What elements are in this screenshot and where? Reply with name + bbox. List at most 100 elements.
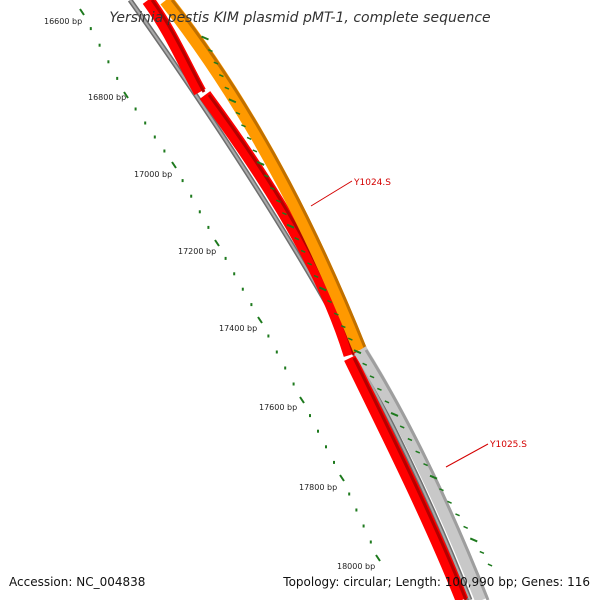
cds-feature-1 [142,0,206,96]
outer-tick-minor [224,86,230,90]
outer-tick-minor [487,563,493,567]
outer-tick-minor [384,400,390,404]
tick-minor [284,366,287,370]
tick-major [257,316,263,324]
outer-tick-minor [235,111,241,115]
gene-label-text-y1024s: Y1024.S [353,178,391,188]
outer-tick-major [390,412,399,417]
tick-major [214,239,220,247]
tick-minor [107,60,110,64]
tick-minor [163,149,166,153]
outer-tick-minor [415,450,421,454]
tick-major [79,8,85,16]
outer-tick-minor [246,136,252,140]
tick-label: 17600 bp [259,403,297,412]
tick-minor [207,225,210,229]
outer-tick-major [353,349,362,355]
outer-tick-minor [300,249,306,253]
outer-tick-minor [333,312,339,316]
outer-tick-major [228,98,237,104]
tick-label: 17400 bp [219,324,257,333]
tick-minor [250,303,253,307]
outer-tick-minor [313,274,319,278]
tick-label: 18000 bp [337,562,375,571]
outer-tick-minor [347,337,353,341]
accession-text: Accession: NC_004838 [9,575,145,589]
tick-label: 16600 bp [44,17,82,26]
outer-tick-minor [307,262,312,266]
tick-label: 17200 bp [178,247,216,256]
outer-tick-minor [282,212,287,216]
tick-ruler [79,8,381,562]
gene-y1025s [354,346,489,600]
tick-label: 17000 bp [134,170,172,179]
outer-tick-minor [463,525,469,529]
outer-tick-minor [447,500,452,504]
outer-tick-minor [377,387,382,391]
outer-tick-minor [294,237,300,241]
tick-minor [134,107,137,111]
tick-major [123,91,129,99]
tick-minor [98,43,101,47]
leader-line-y1024s [310,180,353,207]
map-title: Yersinia pestis KIM plasmid pMT-1, compl… [109,10,490,26]
tick-minor [309,414,311,418]
outer-tick-minor [213,61,219,65]
tick-minor [116,76,119,80]
tick-ruler-right [201,35,493,567]
cds-feature-2 [199,91,357,357]
gene-label-y1024s: Y1024.S [310,178,391,207]
outer-tick-major [201,35,209,41]
gene-y1024s-shadow [170,0,368,351]
tick-minor [317,429,319,433]
tick-minor [144,121,147,125]
tick-minor [333,460,335,464]
tick-minor [153,135,156,139]
tick-minor [355,508,358,512]
outer-tick-minor [439,488,444,492]
outer-tick-minor [208,48,213,53]
tick-minor [190,194,193,198]
outer-tick-major [469,537,478,543]
outer-tick-minor [407,437,413,442]
tick-minor [348,492,351,496]
outer-tick-minor [455,513,460,517]
gene-y1024s [160,0,367,353]
tick-label: 16800 bp [88,93,126,102]
tick-minor [267,334,270,338]
tick-minor [233,272,236,276]
outer-tick-minor [362,362,368,366]
tick-minor [275,350,278,354]
outer-tick-major [318,286,327,292]
outer-tick-minor [479,550,485,555]
outer-tick-minor [399,425,405,429]
summary-text: Topology: circular; Length: 100,990 bp; … [282,575,590,589]
outer-tick-minor [218,74,224,78]
tick-minor [362,524,365,528]
tick-minor [292,382,295,386]
gene-label-text-y1025s: Y1025.S [489,440,527,450]
outer-tick-minor [340,325,346,329]
tick-labels: 16600 bp 16800 bp 17000 bp 17200 bp 17400 bp… [44,17,375,571]
gene-label-y1025s: Y1025.S [445,440,527,468]
tick-major [299,396,305,404]
tick-minor [369,540,372,544]
tick-minor [181,179,184,183]
tick-minor [224,256,227,260]
outer-tick-minor [264,174,269,178]
gene-track [160,0,490,600]
outer-tick-minor [275,199,281,203]
tick-major [171,161,177,169]
cds-feature-3-shadow [352,357,468,600]
tick-major [339,474,345,482]
cds-feature-3 [344,355,469,600]
tick-minor [325,445,327,449]
tick-minor [89,27,92,31]
outer-tick-minor [423,463,428,467]
outer-tick-major [256,161,265,166]
tick-minor [241,287,244,291]
tick-minor [198,210,201,214]
outer-tick-major [429,474,438,480]
cds-feature-1-shadow [150,0,206,93]
